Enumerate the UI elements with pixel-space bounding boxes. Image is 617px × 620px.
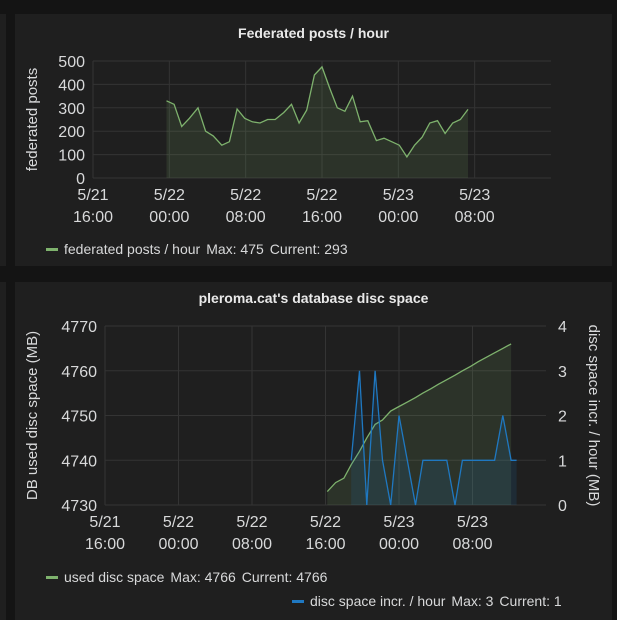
x-tick-time: 00:00 [378,209,418,226]
x-tick-date: 5/22 [163,514,194,531]
x-tick-date: 5/23 [457,514,488,531]
series-area [351,370,517,505]
y-tick-label: 4730 [61,498,97,515]
x-tick-time: 00:00 [379,536,419,553]
disc-space-panel: pleroma.cat's database disc space 4730 47… [15,282,612,620]
series-swatch [46,247,58,251]
y-tick-label: 400 [58,77,85,94]
legend-series-name: used disc space [64,569,165,585]
x-tick-time: 00:00 [158,536,198,553]
x-tick-date: 5/21 [77,187,108,204]
y-tick-label: 300 [58,101,85,118]
legend-max: Max: 4766 [170,569,236,585]
legend-item-federated-posts[interactable]: federated posts / hour Max: 475 Current:… [46,241,348,257]
federated-posts-panel: Federated posts / hour 0 100 200 300 400 500 5… [15,14,612,266]
series-swatch [46,575,58,579]
y-tick-label: 4760 [61,364,97,381]
x-tick-date: 5/23 [383,187,414,204]
x-tick-time: 08:00 [452,536,492,553]
x-tick-date: 5/22 [306,187,337,204]
y-tick-label: 4740 [61,453,97,470]
legend-item-disc-space-incr[interactable]: disc space incr. / hour Max: 3 Current: … [292,593,562,609]
x-tick-date: 5/22 [310,514,341,531]
y2-axis-label: disc space incr. / hour (MB) [585,325,602,507]
x-tick-time: 16:00 [302,209,342,226]
legend-series-name: disc space incr. / hour [310,593,446,609]
x-tick-date: 5/23 [459,187,490,204]
legend-current: Current: 4766 [241,569,328,585]
y2-tick-label: 1 [558,453,567,470]
y-tick-label: 0 [76,171,85,188]
disc-space-chart: 4730 4740 4750 4760 4770 5/21 16:00 5/22 00:00 5/… [24,319,602,553]
x-tick-date: 5/22 [154,187,185,204]
y-tick-label: 500 [58,54,85,71]
x-tick-time: 08:00 [455,209,495,226]
y2-tick-label: 0 [558,498,567,515]
x-tick-time: 00:00 [149,209,189,226]
series-line [326,343,512,493]
series-line [166,65,469,159]
y-tick-label: 100 [58,148,85,165]
panel-edge [0,282,6,620]
x-tick-date: 5/22 [236,514,267,531]
legend-current: Current: 293 [269,241,348,257]
x-tick-time: 08:00 [232,536,272,553]
x-tick-time: 16:00 [305,536,345,553]
series-line [350,370,517,506]
panel-title[interactable]: pleroma.cat's database disc space [198,290,429,306]
series-swatch [292,599,304,603]
legend-item-used-disc-space[interactable]: used disc space Max: 4766 Current: 4766 [46,569,327,585]
x-tick-time: 16:00 [73,209,113,226]
legend-max: Max: 3 [451,593,494,609]
series-area [327,343,512,505]
y-axis-label: federated posts [24,68,41,171]
y2-tick-label: 2 [558,409,567,426]
y-tick-label: 4770 [61,319,97,336]
y-tick-label: 200 [58,124,85,141]
x-tick-time: 08:00 [226,209,266,226]
series-area [166,66,468,178]
legend-current: Current: 1 [499,593,562,609]
legend-series-name: federated posts / hour [64,241,201,257]
panel-edge [0,14,6,266]
y-axis-label: DB used disc space (MB) [24,331,41,500]
x-tick-date: 5/22 [230,187,261,204]
x-tick-time: 16:00 [85,536,125,553]
x-tick-date: 5/21 [89,514,120,531]
y2-tick-label: 4 [558,319,567,336]
federated-posts-chart: 0 100 200 300 400 500 5/21 16:00 5/22 00:00 5/22 08… [24,54,551,226]
legend-max: Max: 475 [206,241,264,257]
y2-tick-label: 3 [558,364,567,381]
x-tick-date: 5/23 [383,514,414,531]
panel-title[interactable]: Federated posts / hour [238,25,389,41]
y-tick-label: 4750 [61,409,97,426]
